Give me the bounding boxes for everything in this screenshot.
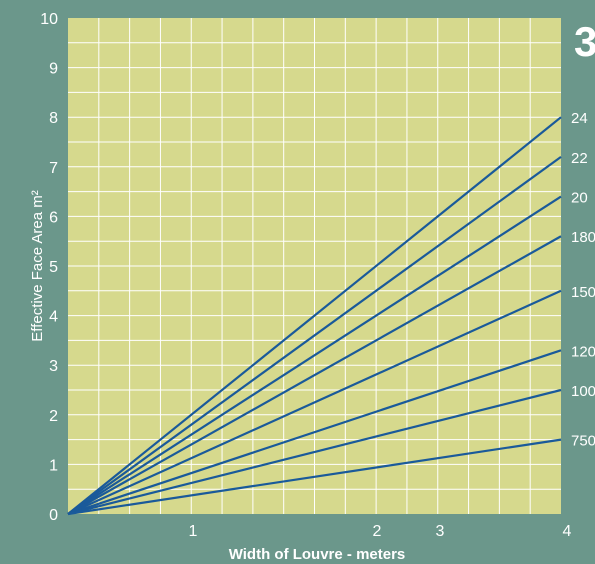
series-line xyxy=(67,438,562,516)
x-axis-title: Width of Louvre - meters xyxy=(229,546,406,563)
x-tick-label: 3 xyxy=(436,523,445,540)
y-tick-label: 10 xyxy=(40,11,58,28)
corner-label: 3 xyxy=(574,18,595,65)
series-line xyxy=(67,235,562,515)
series-label: 750 xyxy=(571,433,595,450)
y-tick-label: 5 xyxy=(49,259,58,276)
y-tick-label: 9 xyxy=(49,61,58,78)
x-tick-label: 1 xyxy=(189,523,198,540)
series-label: 24 xyxy=(571,110,588,127)
series-label: 120 xyxy=(571,343,595,360)
series-line xyxy=(67,289,562,516)
series-line xyxy=(67,116,562,515)
x-tick-label: 4 xyxy=(563,523,572,540)
series-line xyxy=(67,155,562,515)
y-tick-labels: 0 1 2 3 4 5 6 7 8 9 10 xyxy=(40,11,58,524)
y-tick-label: 4 xyxy=(49,309,58,326)
series-label: 100 xyxy=(571,383,595,400)
y-axis-title: Effective Face Area m² xyxy=(29,190,46,341)
y-tick-label: 7 xyxy=(49,160,58,177)
x-tick-label: 2 xyxy=(373,523,382,540)
series-lines xyxy=(67,116,562,516)
series-label: 150 xyxy=(571,284,595,301)
series-labels: 24 22 20 180 150 120 100 750 xyxy=(571,110,595,449)
y-tick-label: 8 xyxy=(49,110,58,127)
y-tick-label: 6 xyxy=(49,209,58,226)
series-label: 180 xyxy=(571,229,595,246)
y-tick-label: 2 xyxy=(49,408,58,425)
y-tick-label: 3 xyxy=(49,358,58,375)
series-label: 20 xyxy=(571,190,588,207)
grid xyxy=(68,18,561,514)
series-line xyxy=(67,349,562,516)
y-tick-label: 1 xyxy=(49,457,58,474)
x-tick-labels: 1 2 3 4 xyxy=(189,523,572,540)
y-tick-label: 0 xyxy=(49,507,58,524)
series-label: 22 xyxy=(571,150,588,167)
series-line xyxy=(67,195,562,515)
series-line xyxy=(67,388,562,516)
